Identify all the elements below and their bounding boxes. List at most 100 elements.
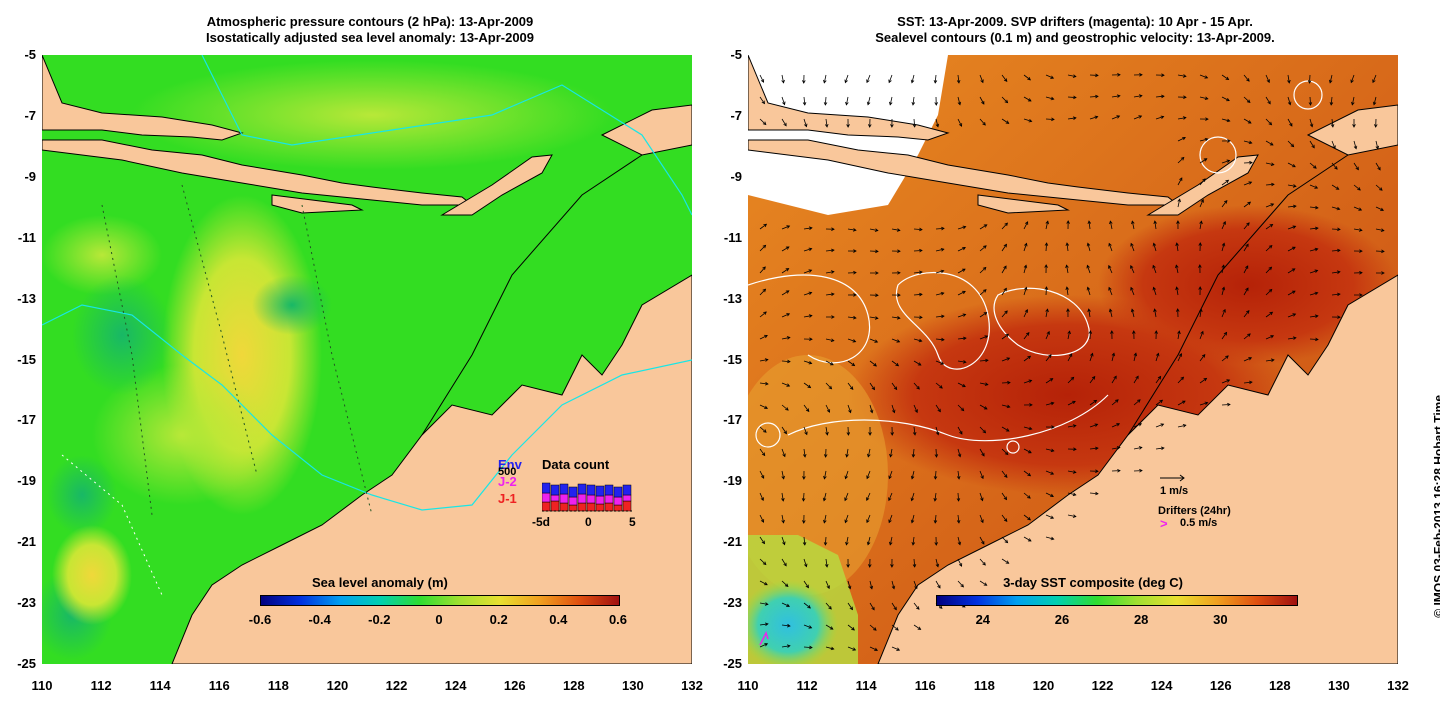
right-ytick: -11 xyxy=(723,230,742,245)
right-ytick: -5 xyxy=(730,47,742,62)
inset-bar-segment xyxy=(604,502,614,512)
sst-colorbar-title: 3-day SST composite (deg C) xyxy=(1003,575,1183,590)
inset-bar-segment xyxy=(586,494,596,504)
inset-bar-segment xyxy=(550,494,560,502)
inset-count-label: 500 xyxy=(498,466,517,478)
inset-xtick-2: 5 xyxy=(629,515,636,529)
left-ytick: -17 xyxy=(17,412,36,427)
colorbar-tick-label: 26 xyxy=(1054,612,1070,627)
tanimbar-land xyxy=(600,104,692,156)
inset-xtick-0: -5d xyxy=(532,515,550,529)
inset-bar-segment xyxy=(595,503,605,512)
inset-bar-segment xyxy=(595,495,605,505)
drifter-track xyxy=(759,631,769,646)
left-ytick: -23 xyxy=(17,595,36,610)
left-xtick: 128 xyxy=(562,678,585,693)
sumbawa-flores-land xyxy=(748,55,950,141)
right-title-line1: SST: 13-Apr-2009. SVP drifters (magenta)… xyxy=(897,14,1253,29)
inset-bar-segment xyxy=(577,502,587,512)
left-xtick: 124 xyxy=(444,678,467,693)
sealevel-contour xyxy=(787,394,1109,442)
colorbar-tick-label: -0.4 xyxy=(308,612,331,627)
velocity-scale-arrow xyxy=(1160,474,1185,482)
java-nusa-tenggara-islands xyxy=(42,139,474,206)
colorbar-tick-label: 30 xyxy=(1213,612,1228,627)
inset-bar-segment xyxy=(550,500,560,512)
inset-legend-j2: J-2 xyxy=(498,474,517,489)
left-xtick: 118 xyxy=(267,678,289,693)
colorbar-tick-label: 0 xyxy=(435,612,443,627)
sst-colorbar xyxy=(936,595,1298,606)
drifter-speed-label: 0.5 m/s xyxy=(1180,517,1218,529)
right-title-line2: Sealevel contours (0.1 m) and geostrophi… xyxy=(875,30,1275,45)
inset-bar-segment xyxy=(568,486,578,498)
right-ytick: -13 xyxy=(723,291,742,306)
inset-bar-segment xyxy=(622,484,632,496)
right-ytick: -23 xyxy=(723,595,742,610)
colorbar-tick-label: 0.4 xyxy=(549,612,568,627)
left-xtick: 114 xyxy=(149,678,171,693)
right-panel-title: SST: 13-Apr-2009. SVP drifters (magenta)… xyxy=(750,14,1400,46)
inset-bar-segment xyxy=(613,486,623,498)
left-ytick: -9 xyxy=(24,169,36,184)
inset-legend-j1: J-1 xyxy=(498,491,517,506)
inset-bar-segment xyxy=(604,484,614,496)
left-xtick: 122 xyxy=(385,678,408,693)
drifter-chevron-icon: > xyxy=(1160,516,1168,531)
inset-bar-segment xyxy=(550,484,560,496)
tanimbar-land xyxy=(1306,104,1398,156)
pressure-contour xyxy=(42,304,692,511)
inset-bar-segment xyxy=(613,504,623,512)
australia-land xyxy=(877,274,1398,664)
australia-land xyxy=(171,274,692,664)
right-xtick: 132 xyxy=(1387,678,1409,693)
inset-xtick-1: 0 xyxy=(585,515,592,529)
left-xtick: 112 xyxy=(90,678,112,693)
sumbawa-flores-land xyxy=(42,55,244,141)
inset-bar-segment xyxy=(559,483,569,495)
colorbar-tick-label: 24 xyxy=(975,612,991,627)
inset-title: Data count xyxy=(542,457,610,472)
pressure-contour xyxy=(201,55,692,216)
right-ytick: -19 xyxy=(723,473,742,488)
right-ytick: -7 xyxy=(730,108,742,123)
left-xtick: 130 xyxy=(622,678,644,693)
right-xtick: 126 xyxy=(1209,678,1232,693)
inset-bar-segment xyxy=(613,496,623,506)
sealevel-contour xyxy=(748,274,871,364)
right-ytick: -9 xyxy=(730,169,742,184)
sst-map: 1 m/s Drifters (24hr) > 0.5 m/s 3-day SS… xyxy=(748,55,1398,664)
timor-island xyxy=(440,154,553,216)
inset-legend-env: Env xyxy=(498,457,522,472)
left-ytick: -19 xyxy=(17,473,36,488)
sealevel-contour xyxy=(993,287,1090,356)
colorbar-tick-label: 0.2 xyxy=(489,612,508,627)
inset-bar-segment xyxy=(586,484,596,496)
inset-bar-segment xyxy=(559,502,569,512)
sea-level-anomaly-map: Sea level anomaly (m) Data count Env 500… xyxy=(42,55,692,664)
left-ytick: -15 xyxy=(17,352,36,367)
sumba-island xyxy=(271,194,364,214)
sla-colorbar xyxy=(260,595,620,606)
inset-bar-segment xyxy=(595,485,605,497)
right-xtick: 110 xyxy=(737,678,759,693)
inset-bar-segment xyxy=(568,504,578,512)
left-xtick: 116 xyxy=(208,678,230,693)
left-xtick: 132 xyxy=(681,678,703,693)
sealevel-contour xyxy=(895,271,990,370)
right-ytick: -21 xyxy=(723,534,742,549)
right-xtick: 124 xyxy=(1150,678,1173,693)
left-panel-title: Atmospheric pressure contours (2 hPa): 1… xyxy=(45,14,695,46)
inset-bar-segment xyxy=(542,482,551,494)
right-xtick: 130 xyxy=(1328,678,1350,693)
inset-bar-segment xyxy=(568,496,578,506)
inset-bar-segment xyxy=(586,502,596,512)
left-ytick: -21 xyxy=(17,534,36,549)
inset-bar-segment xyxy=(542,492,551,503)
colorbar-tick-label: 28 xyxy=(1133,612,1149,627)
left-xtick: 110 xyxy=(31,678,53,693)
inset-bar-segment xyxy=(577,483,587,495)
inset-bar-segment xyxy=(622,494,632,502)
right-ytick: -15 xyxy=(723,352,742,367)
sla-colorbar-title: Sea level anomaly (m) xyxy=(312,575,448,590)
